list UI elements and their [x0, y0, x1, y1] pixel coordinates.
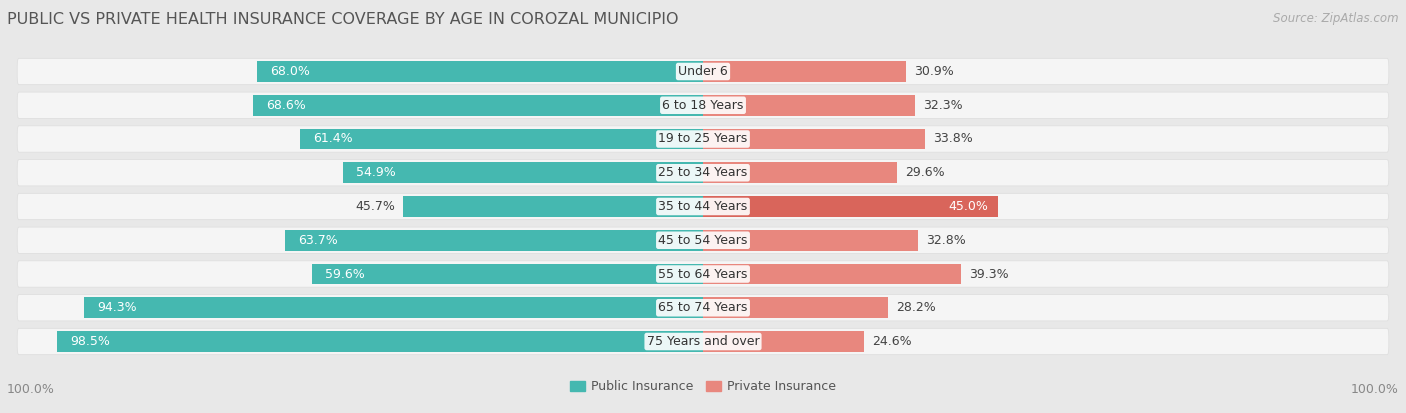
Bar — [56, 331, 703, 352]
Bar — [703, 263, 960, 285]
Bar — [253, 95, 703, 116]
FancyBboxPatch shape — [17, 294, 1389, 321]
Text: 98.5%: 98.5% — [70, 335, 110, 348]
Text: Under 6: Under 6 — [678, 65, 728, 78]
Text: 28.2%: 28.2% — [896, 301, 935, 314]
Bar — [703, 95, 915, 116]
FancyBboxPatch shape — [17, 227, 1389, 254]
Text: 29.6%: 29.6% — [905, 166, 945, 179]
Bar — [703, 297, 889, 318]
Bar — [703, 331, 865, 352]
Bar — [703, 162, 897, 183]
Text: 94.3%: 94.3% — [97, 301, 136, 314]
FancyBboxPatch shape — [17, 126, 1389, 152]
Text: 35 to 44 Years: 35 to 44 Years — [658, 200, 748, 213]
FancyBboxPatch shape — [17, 159, 1389, 186]
FancyBboxPatch shape — [17, 261, 1389, 287]
Text: 45.7%: 45.7% — [356, 200, 395, 213]
Bar — [285, 230, 703, 251]
Bar — [299, 128, 703, 150]
Text: 45.0%: 45.0% — [949, 200, 988, 213]
Text: 68.6%: 68.6% — [266, 99, 305, 112]
Text: 63.7%: 63.7% — [298, 234, 337, 247]
Text: 25 to 34 Years: 25 to 34 Years — [658, 166, 748, 179]
Bar — [703, 230, 918, 251]
Text: 33.8%: 33.8% — [932, 133, 973, 145]
Text: 100.0%: 100.0% — [7, 384, 55, 396]
Bar — [257, 61, 703, 82]
Text: 100.0%: 100.0% — [1351, 384, 1399, 396]
FancyBboxPatch shape — [17, 193, 1389, 220]
Bar — [84, 297, 703, 318]
Text: 24.6%: 24.6% — [872, 335, 912, 348]
Text: Source: ZipAtlas.com: Source: ZipAtlas.com — [1274, 12, 1399, 25]
Text: 55 to 64 Years: 55 to 64 Years — [658, 268, 748, 280]
FancyBboxPatch shape — [17, 328, 1389, 355]
Legend: Public Insurance, Private Insurance: Public Insurance, Private Insurance — [565, 375, 841, 398]
Text: 59.6%: 59.6% — [325, 268, 364, 280]
Bar — [703, 128, 925, 150]
Text: 75 Years and over: 75 Years and over — [647, 335, 759, 348]
Text: 32.3%: 32.3% — [922, 99, 963, 112]
Bar — [343, 162, 703, 183]
FancyBboxPatch shape — [17, 92, 1389, 119]
Text: 61.4%: 61.4% — [314, 133, 353, 145]
Text: 45 to 54 Years: 45 to 54 Years — [658, 234, 748, 247]
Text: 39.3%: 39.3% — [969, 268, 1008, 280]
Text: PUBLIC VS PRIVATE HEALTH INSURANCE COVERAGE BY AGE IN COROZAL MUNICIPIO: PUBLIC VS PRIVATE HEALTH INSURANCE COVER… — [7, 12, 679, 27]
Text: 65 to 74 Years: 65 to 74 Years — [658, 301, 748, 314]
Text: 54.9%: 54.9% — [356, 166, 395, 179]
Text: 68.0%: 68.0% — [270, 65, 309, 78]
Text: 19 to 25 Years: 19 to 25 Years — [658, 133, 748, 145]
Bar — [404, 196, 703, 217]
Text: 32.8%: 32.8% — [927, 234, 966, 247]
Bar — [312, 263, 703, 285]
Bar — [703, 61, 905, 82]
Text: 30.9%: 30.9% — [914, 65, 953, 78]
FancyBboxPatch shape — [17, 58, 1389, 85]
Bar — [703, 196, 998, 217]
Text: 6 to 18 Years: 6 to 18 Years — [662, 99, 744, 112]
